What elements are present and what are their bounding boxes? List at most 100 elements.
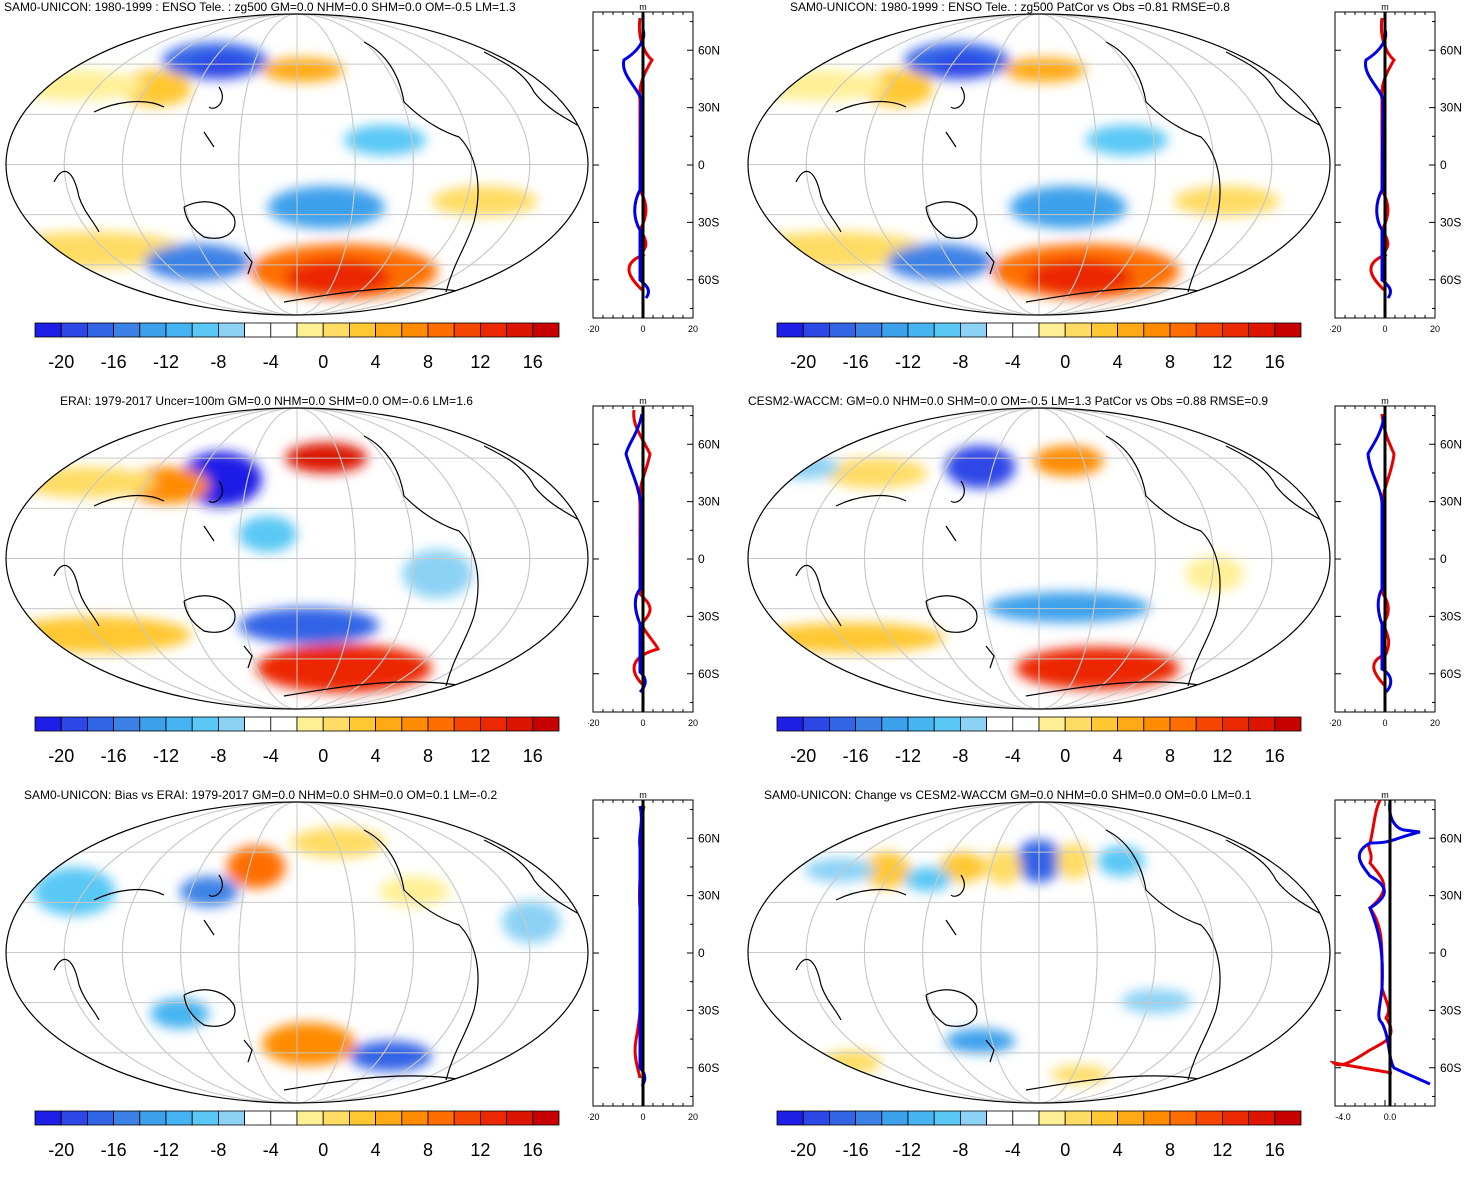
lat-tick-label: 30S (1440, 609, 1461, 623)
anomaly-region (1015, 646, 1180, 690)
profile-x-tick-label: 0 (640, 1112, 645, 1122)
anomaly-region (144, 243, 251, 281)
lat-tick-label: 30S (1440, 215, 1461, 229)
colorbar-tick-label: -12 (153, 352, 179, 372)
profile-unit: m (1381, 396, 1389, 406)
anomaly-region (291, 827, 385, 858)
panel-title: SAM0-UNICON: Bias vs ERAI: 1979-2017 GM=… (24, 788, 498, 802)
colorbar-swatch (427, 1110, 455, 1126)
colorbar-swatch (60, 322, 88, 338)
colorbar-swatch (270, 322, 298, 338)
coastline (363, 41, 479, 293)
colorbar-tick-label: 12 (1212, 1140, 1232, 1160)
colorbar-swatch (1195, 1110, 1223, 1126)
profile-x-tick-label: -20 (1330, 324, 1342, 334)
panel-title: CESM2-WACCM: GM=0.0 NHM=0.0 SHM=0.0 OM=-… (748, 394, 1269, 408)
anomaly-region (945, 1028, 1016, 1054)
colorbar-swatch (139, 716, 167, 732)
profile-x-tick-label: -20 (588, 1112, 600, 1122)
colorbar-swatch (322, 322, 350, 338)
colorbar-tick-label: 8 (1165, 746, 1175, 766)
colorbar-swatch (506, 716, 534, 732)
colorbar-swatch (217, 322, 245, 338)
colorbar-swatch (322, 716, 350, 732)
panel-title: SAM0-UNICON: 1980-1999 : ENSO Tele. : zg… (790, 0, 1230, 14)
colorbar-swatch (1064, 322, 1092, 338)
anomaly-region (431, 185, 538, 217)
colorbar-tick-label: -8 (952, 746, 968, 766)
colorbar: -20-16-12-8-4048121620 (776, 322, 1302, 372)
colorbar-swatch (296, 1110, 324, 1126)
profile-line-blue (1357, 801, 1431, 1086)
colorbar-swatch (1012, 322, 1040, 338)
colorbar-swatch (479, 322, 507, 338)
colorbar-swatch (1221, 716, 1249, 732)
panel-4: CESM2-WACCM: GM=0.0 NHM=0.0 SHM=0.0 OM=-… (742, 394, 1483, 787)
map-plot (5, 407, 589, 710)
anomaly-region (285, 259, 391, 296)
coastline (795, 564, 842, 627)
colorbar-tick-label: 16 (523, 1140, 543, 1160)
anomaly-region (945, 445, 1016, 489)
coastline (945, 874, 965, 936)
zonal-profile: m 60N 30N 0 30S 60S -20 0 20 (588, 2, 720, 334)
lat-tick-label: 0 (698, 552, 705, 566)
colorbar-tick-label: 8 (423, 1140, 433, 1160)
coastline (243, 1039, 253, 1063)
anomaly-region (261, 57, 344, 83)
colorbar-swatch (322, 1110, 350, 1126)
coastline (835, 495, 907, 507)
colorbar-tick-label: 8 (423, 746, 433, 766)
colorbar-tick-label: -16 (101, 1140, 127, 1160)
zonal-profile: m 60N 30N 0 30S 60S -20 0 20 (588, 396, 720, 728)
map-plot (747, 13, 1331, 316)
colorbar-tick-label: 16 (1265, 746, 1285, 766)
colorbar-swatch (60, 1110, 88, 1126)
anomaly-region (986, 848, 1022, 886)
colorbar-tick-label: -8 (952, 352, 968, 372)
lat-tick-label: 60S (698, 667, 719, 681)
colorbar-swatch (348, 322, 376, 338)
colorbar-tick-label: 4 (1113, 1140, 1123, 1160)
colorbar-swatch (270, 716, 298, 732)
colorbar: -20-16-12-8-4048121620 (776, 1110, 1302, 1160)
coastline (985, 1039, 995, 1063)
colorbar-tick-label: 12 (1212, 352, 1232, 372)
profile-x-tick-label: -20 (588, 324, 600, 334)
anomaly-region (502, 900, 561, 944)
colorbar-swatch (532, 322, 560, 338)
colorbar-swatch (1090, 322, 1118, 338)
panel-6: SAM0-UNICON: Change vs CESM2-WACCM GM=0.… (742, 788, 1483, 1181)
colorbar-swatch (296, 322, 324, 338)
lat-tick-label: 60N (698, 831, 720, 845)
anomaly-region (261, 1022, 356, 1066)
profile-line-blue (1366, 415, 1393, 694)
map-plot (747, 407, 1331, 710)
coastline (985, 645, 995, 669)
anomaly-region (255, 643, 432, 693)
colorbar-tick-label: -16 (101, 746, 127, 766)
colorbar-tick-label: 8 (1165, 1140, 1175, 1160)
colorbar-swatch (1117, 716, 1145, 732)
lat-tick-label: 30S (698, 215, 719, 229)
colorbar-tick-label: 0 (1060, 352, 1070, 372)
colorbar-tick-label: 16 (523, 746, 543, 766)
anomaly-region (904, 867, 952, 892)
lat-tick-label: 60S (1440, 1061, 1461, 1075)
colorbar-swatch (87, 322, 115, 338)
colorbar-tick-label: 16 (1265, 1140, 1285, 1160)
colorbar-tick-label: -8 (952, 1140, 968, 1160)
colorbar-tick-label: 12 (1212, 746, 1232, 766)
colorbar-tick-label: 12 (470, 352, 490, 372)
colorbar-tick-label: 16 (523, 352, 543, 372)
colorbar-swatch (427, 716, 455, 732)
colorbar-swatch (933, 1110, 961, 1126)
colorbar-swatch (453, 716, 481, 732)
lat-tick-label: 0 (698, 158, 705, 172)
coastline (93, 101, 165, 113)
coastline (203, 480, 223, 542)
colorbar-tick-label: -20 (48, 352, 74, 372)
coastline (1225, 839, 1330, 921)
colorbar-swatch (296, 716, 324, 732)
coastline (1105, 829, 1221, 1081)
